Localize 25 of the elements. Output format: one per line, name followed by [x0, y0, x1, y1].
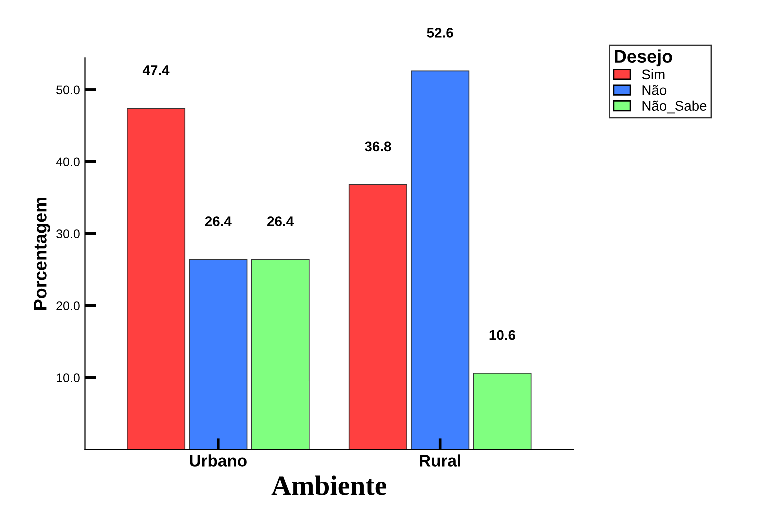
- data-label: 36.8: [365, 142, 392, 152]
- x-tick-label: Urbano: [190, 454, 247, 467]
- y-tick-label: 20.0: [56, 302, 80, 310]
- x-axis-title: Ambiente: [272, 476, 387, 496]
- bar: [189, 259, 248, 450]
- data-label: 26.4: [268, 216, 294, 226]
- bar: [411, 70, 470, 450]
- bar: [348, 184, 408, 450]
- legend-label: Sim: [642, 69, 665, 80]
- legend-label: Não: [642, 85, 667, 96]
- data-label: 26.4: [205, 216, 232, 226]
- legend-label: Não_Sabe: [642, 100, 707, 114]
- bar: [251, 259, 310, 450]
- data-label: 10.6: [490, 330, 516, 340]
- x-tick-label: Rural: [420, 454, 460, 467]
- y-tick-label: 30.0: [56, 230, 80, 239]
- legend-title: Desejo: [615, 50, 672, 67]
- y-tick-label: 50.0: [56, 86, 80, 95]
- y-tick-label: 40.0: [56, 158, 80, 167]
- bar: [126, 108, 186, 450]
- data-label: 52.6: [427, 28, 454, 38]
- y-axis-title: Porcentagem: [34, 198, 51, 310]
- y-tick-label: 10.0: [57, 374, 80, 382]
- data-label: 47.4: [142, 66, 170, 76]
- bar: [473, 373, 532, 450]
